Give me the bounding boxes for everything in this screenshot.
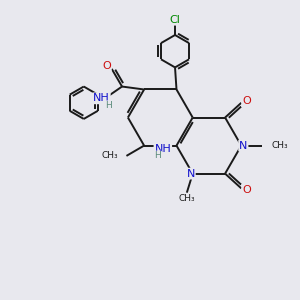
Text: N: N (186, 169, 195, 178)
Text: NH: NH (93, 93, 110, 103)
Text: H: H (105, 101, 112, 110)
Text: NH: NH (154, 144, 171, 154)
Text: CH₃: CH₃ (178, 194, 195, 202)
Text: N: N (239, 141, 248, 151)
Text: O: O (242, 185, 251, 195)
Text: H: H (154, 152, 161, 160)
Text: Cl: Cl (169, 15, 181, 25)
Text: CH₃: CH₃ (102, 152, 118, 160)
Text: O: O (102, 61, 111, 71)
Text: O: O (242, 96, 251, 106)
Text: CH₃: CH₃ (271, 141, 288, 150)
